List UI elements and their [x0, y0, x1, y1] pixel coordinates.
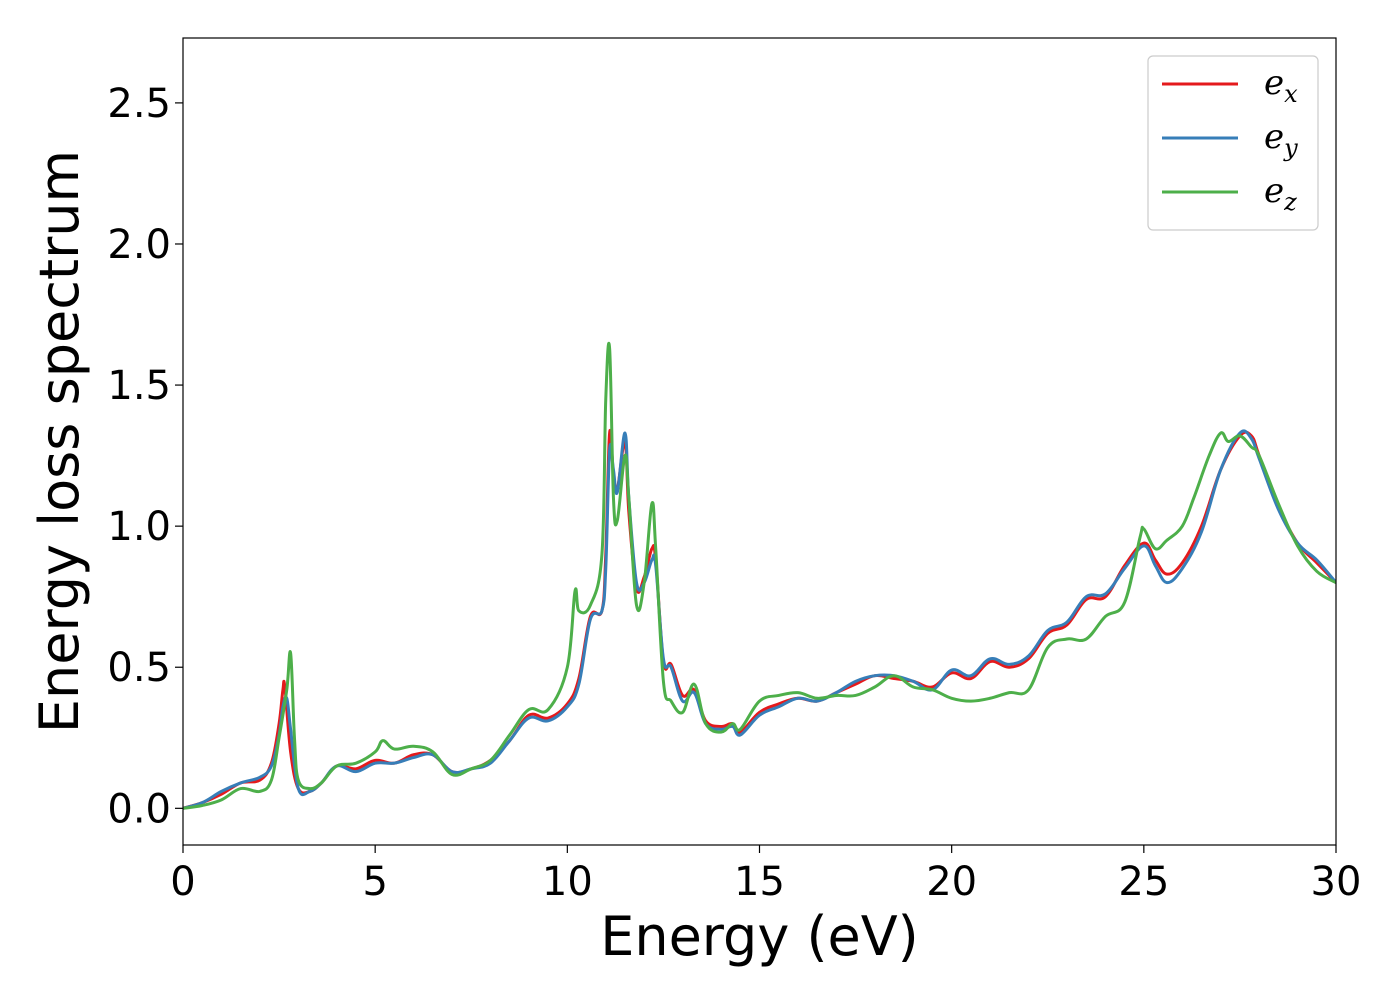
x-tick-label: 5 — [362, 859, 387, 905]
legend-box — [1147, 55, 1319, 231]
y-tick-label: 1.0 — [107, 504, 171, 550]
x-tick-label: 20 — [926, 859, 977, 905]
y-tick-label: 1.5 — [107, 363, 171, 409]
x-axis: 0 5 10 15 20 25 30 — [170, 845, 1361, 905]
x-tick-label: 30 — [1311, 859, 1362, 905]
x-tick-label: 0 — [170, 859, 195, 905]
y-tick-label: 2.0 — [107, 222, 171, 268]
y-axis-label: Energy loss spectrum — [28, 150, 91, 733]
series-line-e-y — [183, 429, 1336, 810]
series-line-e-z — [183, 341, 1336, 810]
y-tick-label: 0.5 — [107, 645, 171, 691]
y-tick-label: 0.0 — [107, 786, 171, 832]
x-tick-label: 25 — [1118, 859, 1169, 905]
y-axis: 0.0 0.5 1.0 1.5 2.0 2.5 — [107, 81, 183, 832]
x-tick-label: 15 — [734, 859, 785, 905]
y-tick-label: 2.5 — [107, 81, 171, 127]
x-tick-label: 10 — [542, 859, 593, 905]
x-axis-label: Energy (eV) — [600, 905, 919, 968]
